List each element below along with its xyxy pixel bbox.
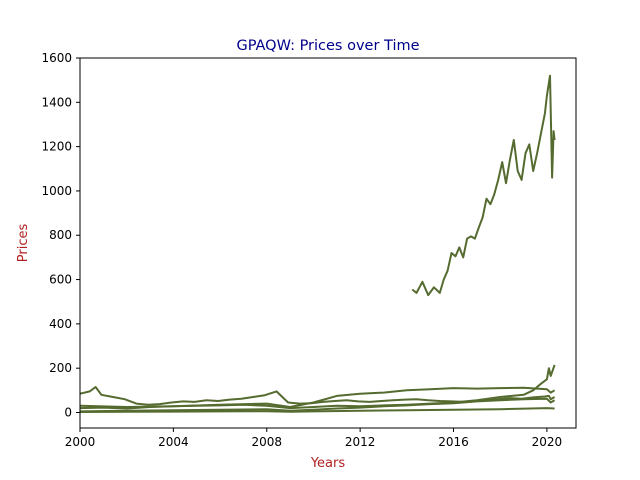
x-tick-label: 2000 [65, 435, 96, 449]
y-tick-label: 200 [49, 361, 72, 375]
series-line-5 [79, 397, 556, 413]
y-axis-ticks: 0 200 400 600 800 1000 1200 1400 1600 [41, 51, 80, 419]
series-line-6 [79, 407, 555, 413]
series-line-1 [411, 74, 556, 297]
y-tick-label: 600 [49, 273, 72, 287]
plot-frame [79, 57, 577, 429]
y-tick-label: 0 [64, 405, 72, 419]
y-tick-label: 1600 [41, 51, 72, 65]
y-tick-label: 1000 [41, 184, 72, 198]
x-axis-label: Years [310, 456, 346, 471]
y-tick-label: 1400 [41, 95, 72, 109]
y-tick-label: 1200 [41, 140, 72, 154]
x-axis-ticks: 2000 2004 2008 2012 2016 2020 [65, 428, 562, 449]
x-tick-label: 2016 [438, 435, 469, 449]
y-axis-label: Prices [16, 224, 31, 263]
x-tick-label: 2008 [251, 435, 282, 449]
series-line-4 [79, 386, 556, 408]
y-tick-label: 400 [49, 317, 72, 331]
series-line-2 [79, 386, 556, 406]
x-tick-label: 2020 [532, 435, 563, 449]
plot-area [79, 74, 556, 413]
y-tick-label: 800 [49, 228, 72, 242]
chart-title: GPAQW: Prices over Time [236, 38, 419, 54]
x-tick-label: 2012 [345, 435, 376, 449]
x-tick-label: 2004 [158, 435, 189, 449]
